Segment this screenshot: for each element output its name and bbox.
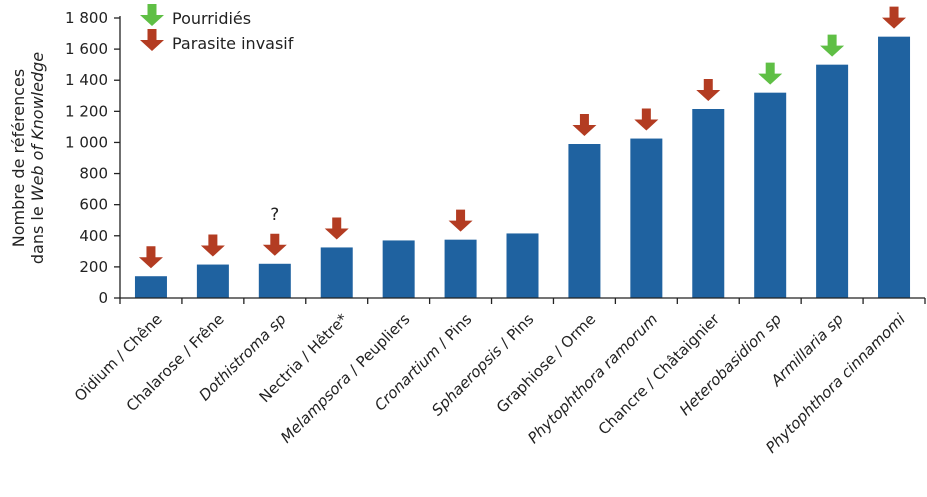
text-part: Heterobasidion sp (676, 310, 785, 419)
invasif-arrow-marker (882, 6, 907, 29)
legend-label: Pourridiés (172, 9, 251, 28)
markers: ? (138, 6, 907, 269)
y-tick-label: 1 200 (65, 102, 108, 120)
invasif-legend-arrow (140, 29, 164, 51)
text-part: / Pins (431, 310, 476, 355)
x-tick-label: Sphaeropsis / Pins (428, 310, 537, 419)
y-axis-title: Nombre de référencesdans le Web of Knowl… (9, 52, 47, 264)
y-tick-label: 1 800 (65, 9, 108, 27)
y-tick-label: 800 (79, 165, 108, 183)
y-tick-label: 1 000 (65, 133, 108, 151)
y-tick-label: 0 (98, 289, 108, 307)
x-tick-label: Melampsora / Peupliers (277, 310, 414, 447)
text-part: Web of Knowledge (28, 52, 47, 202)
annotation-label: ? (270, 205, 279, 225)
bar (258, 263, 291, 298)
bar (630, 138, 663, 298)
bar (816, 64, 849, 299)
bar (320, 247, 353, 298)
bar (196, 264, 229, 298)
text-part: / Pins (493, 310, 538, 355)
invasif-arrow-marker (572, 114, 597, 136)
bar (878, 36, 911, 299)
pourridie-arrow-marker (758, 62, 783, 85)
invasif-arrow-marker (138, 246, 163, 269)
y-tick-label: 600 (79, 196, 108, 214)
y-axis-title-line: dans le Web of Knowledge (28, 52, 47, 264)
invasif-arrow-marker (324, 217, 349, 240)
text-part: dans le (28, 201, 47, 264)
y-tick-label: 1 600 (65, 40, 108, 58)
invasif-arrow-marker (448, 209, 473, 232)
y-tick-label: 200 (79, 258, 108, 276)
bar (506, 233, 539, 298)
bar (568, 144, 601, 298)
y-axis-label: Nombre de référencesdans le Web of Knowl… (9, 52, 47, 264)
bar (382, 240, 415, 298)
bars (134, 36, 911, 299)
pourridie-legend-arrow (140, 4, 164, 26)
text-part: Nombre de références (9, 69, 28, 247)
x-tick-label: Heterobasidion sp (676, 310, 785, 419)
x-tick-label: Chancre / Châtaignier (595, 310, 724, 439)
y-tick-label: 400 (79, 227, 108, 245)
invasif-arrow-marker (696, 79, 721, 101)
bar (134, 276, 167, 298)
bar (692, 109, 725, 298)
y-tick-label: 1 400 (65, 71, 108, 89)
invasif-arrow-marker (262, 233, 287, 256)
bar (444, 239, 477, 298)
invasif-arrow-marker (634, 108, 659, 131)
bar (754, 92, 787, 299)
legend: Pourridiés Parasite invasif (140, 4, 294, 53)
y-axis: 0 200 400 600 800 1 000 1 200 1 400 1 600 1 800 (65, 9, 121, 307)
pourridie-arrow-marker (820, 34, 845, 57)
invasif-arrow-marker (200, 234, 225, 257)
legend-label: Parasite invasif (172, 34, 294, 53)
text-part: Chancre / Châtaignier (595, 310, 724, 439)
y-axis-title-line: Nombre de références (9, 69, 28, 247)
